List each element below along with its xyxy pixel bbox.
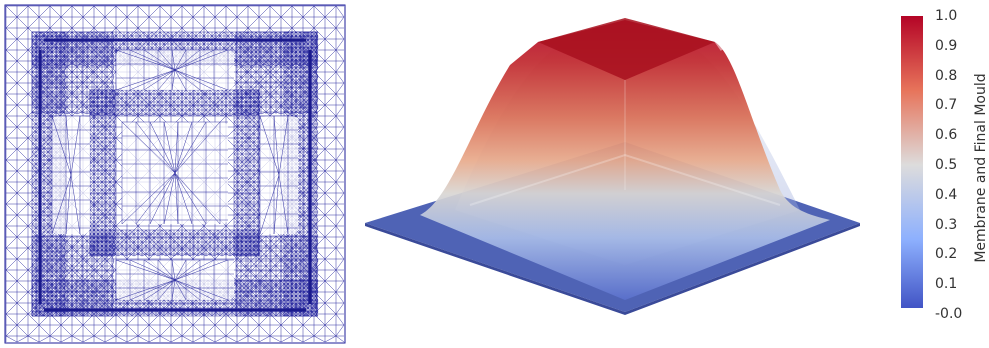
colorbar: 1.0 0.9 0.8 0.7 0.6 0.5 0.4 0.3 0.2 0.1 -0.0 Membr… [895, 8, 989, 328]
colorbar-tick-label: 0.4 [935, 188, 957, 202]
colorbar-tick-label: 0.1 [935, 277, 957, 291]
colorbar-tick-label: 1.0 [935, 9, 957, 23]
colorbar-tick-label: 0.6 [935, 128, 957, 142]
triangular-mesh-image [4, 4, 346, 344]
colorbar-tick-label: -0.0 [935, 307, 962, 321]
colorbar-tick-label: 0.7 [935, 98, 957, 112]
mesh-panel [4, 4, 346, 344]
membrane-surface-panel [360, 10, 860, 315]
colorbar-tick-label: 0.3 [935, 218, 957, 232]
colorbar-tick-label: 0.2 [935, 247, 957, 261]
colorbar-gradient [895, 8, 925, 308]
colorbar-tick-label: 0.9 [935, 39, 957, 53]
colorbar-tick-label: 0.8 [935, 69, 957, 83]
membrane-surface-image [360, 10, 860, 315]
colorbar-tick-label: 0.5 [935, 158, 957, 172]
colorbar-title: Membrane and Final Mould [973, 73, 989, 262]
